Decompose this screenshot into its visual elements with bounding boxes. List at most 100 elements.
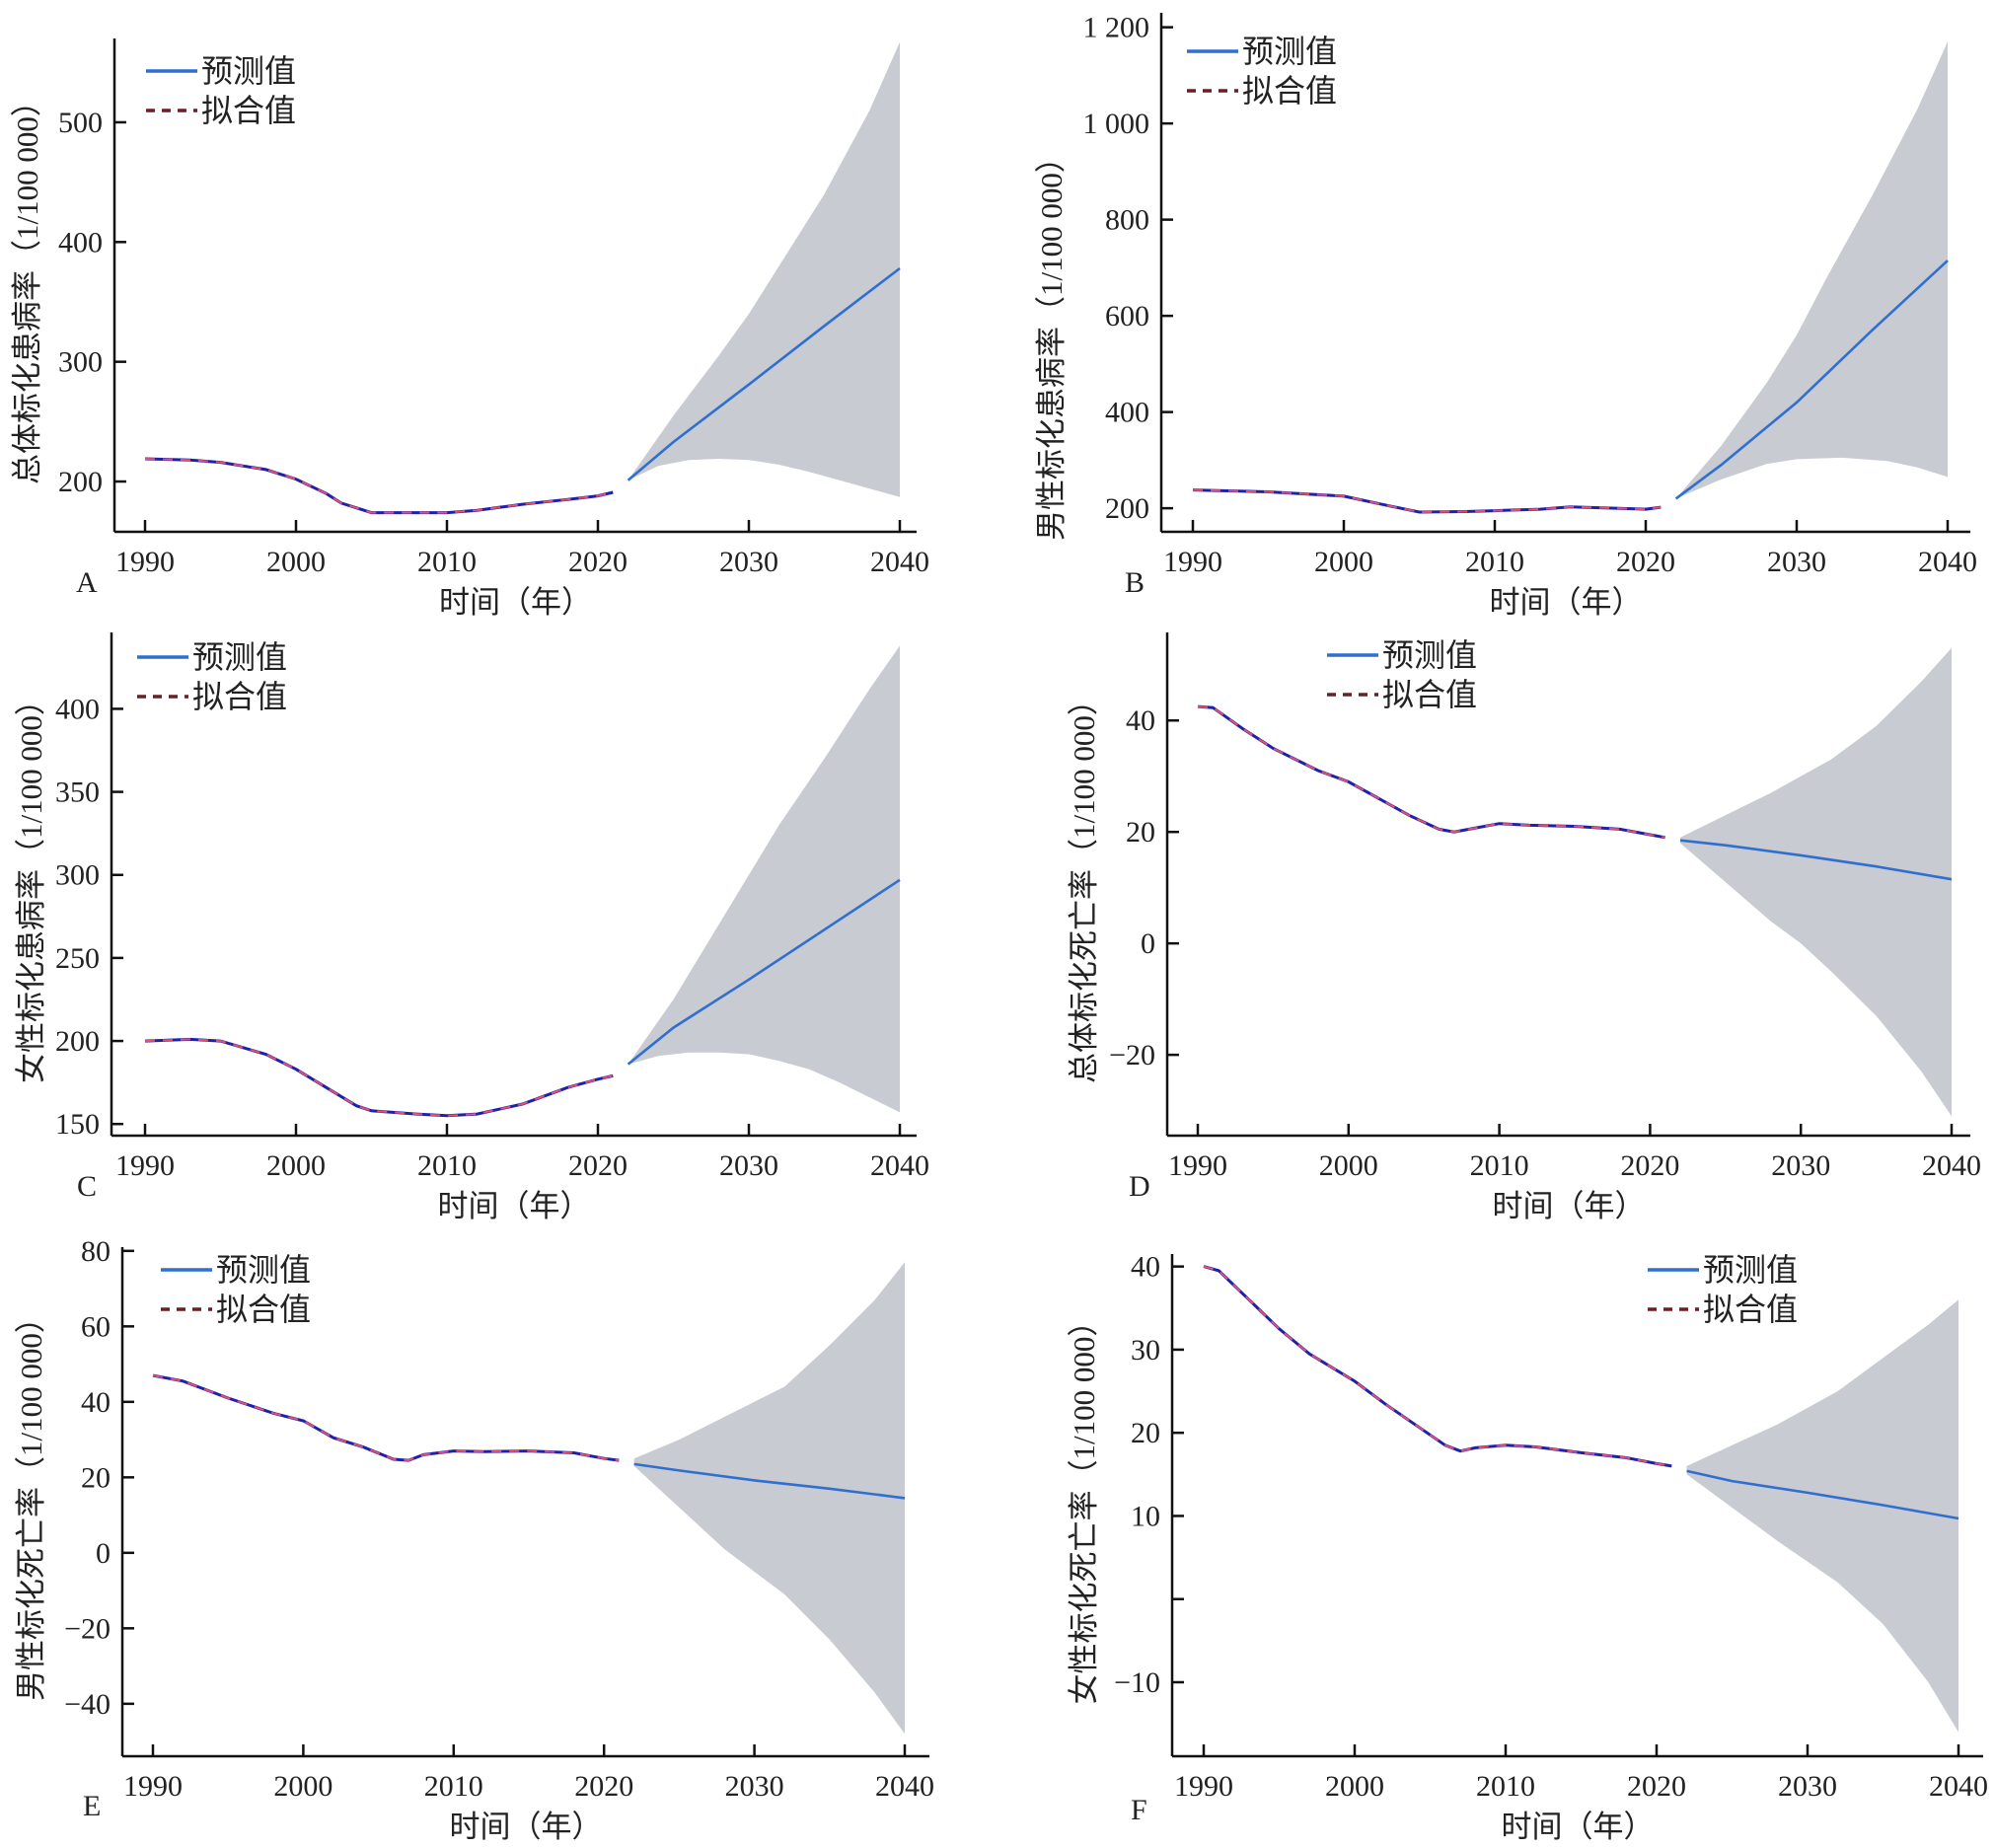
x-tick-label: 2000 (266, 1149, 326, 1182)
fitted-line (152, 1374, 620, 1462)
panel-c: 1990 2000 2010 2020 2030 2040 150 200 250 300 350 4… (14, 632, 929, 1223)
fitted-line-base (144, 1037, 614, 1118)
x-tick-label: 2040 (1918, 546, 1977, 578)
legend-predicted-label: 预测值 (216, 1252, 311, 1288)
x-tick-label: 2030 (1767, 546, 1826, 578)
fitted-line-base (1192, 488, 1662, 514)
y-tick-label: 400 (58, 226, 103, 259)
fitted-line (1203, 1265, 1672, 1467)
y-tick-label: 20 (1126, 816, 1155, 849)
y-axis-label: 女性标化患病率（1/100 000） (14, 685, 48, 1083)
y-tick-label: 40 (1131, 1251, 1160, 1284)
legend-predicted-label: 预测值 (192, 639, 287, 675)
confidence-band (633, 1262, 905, 1735)
y-tick-label: 80 (81, 1235, 111, 1268)
x-tick-label: 2000 (1319, 1149, 1378, 1182)
y-tick-label: 400 (55, 693, 100, 725)
predicted-line (633, 1462, 906, 1500)
x-tick-label: 2040 (1922, 1149, 1981, 1182)
legend-predicted-label: 预测值 (1382, 637, 1477, 673)
fitted-line (1197, 705, 1665, 839)
y-tick-label: −20 (64, 1612, 111, 1645)
legend-fitted-label: 拟合值 (1382, 677, 1477, 712)
panel-b: 1990 2000 2010 2020 2030 2040 200 400 600 800 1 00… (1034, 12, 1977, 620)
y-tick-label: 200 (58, 466, 103, 498)
panel-f: 1990 2000 2010 2020 2030 204040302010−10时间（年）… (1067, 1251, 1988, 1844)
x-tick-label: 2040 (870, 546, 929, 578)
y-tick-label: 300 (55, 859, 100, 892)
y-axis-label: 男性标化死亡率（1/100 000） (14, 1302, 48, 1701)
x-axis-label: 时间（年） (438, 1189, 591, 1223)
y-tick-label: 60 (81, 1310, 111, 1343)
x-tick-label: 1990 (115, 546, 175, 578)
x-tick-label: 1990 (1174, 1770, 1233, 1803)
y-tick-label: 1 200 (1083, 12, 1150, 44)
panel-letter: C (77, 1170, 97, 1203)
y-tick-label: 0 (1141, 927, 1155, 960)
confidence-band (1675, 41, 1948, 499)
x-tick-label: 2040 (1929, 1770, 1988, 1803)
x-axis-label: 时间（年） (439, 585, 592, 620)
x-tick-label: 2040 (875, 1770, 934, 1803)
x-tick-label: 2020 (1627, 1770, 1686, 1803)
x-axis-label: 时间（年） (1490, 585, 1643, 620)
y-tick-label: 40 (81, 1386, 111, 1419)
x-tick-label: 2010 (417, 1149, 477, 1182)
x-tick-label: 2010 (417, 546, 477, 578)
x-tick-label: 2010 (1465, 546, 1524, 578)
fitted-line-base (1203, 1265, 1672, 1468)
x-tick-label: 2030 (725, 1770, 784, 1803)
x-axis-label: 时间（年） (1493, 1189, 1646, 1223)
legend-fitted-label: 拟合值 (192, 679, 287, 714)
y-tick-label: 10 (1131, 1500, 1160, 1532)
panel-letter: B (1125, 566, 1145, 599)
y-tick-label: 250 (55, 942, 100, 975)
x-tick-label: 2040 (870, 1149, 929, 1182)
legend-fitted-label: 拟合值 (1703, 1292, 1798, 1327)
legend-fitted-label: 拟合值 (201, 93, 296, 128)
y-tick-label: 20 (81, 1461, 111, 1494)
y-tick-label: 350 (55, 776, 100, 809)
x-tick-label: 2030 (1771, 1149, 1830, 1182)
panel-letter: A (76, 566, 98, 599)
x-tick-label: 2000 (273, 1770, 332, 1803)
y-tick-label: 30 (1131, 1334, 1160, 1367)
x-tick-label: 1990 (115, 1149, 175, 1182)
y-tick-label: 300 (58, 346, 103, 379)
x-tick-label: 1990 (1168, 1149, 1227, 1182)
predicted-line (1674, 259, 1949, 500)
legend-predicted-label: 预测值 (1703, 1252, 1798, 1288)
confidence-band (1686, 1299, 1958, 1733)
fitted-line-base (1197, 704, 1665, 840)
x-tick-label: 2020 (574, 1770, 633, 1803)
legend-predicted-label: 预测值 (201, 53, 296, 89)
x-tick-label: 2030 (719, 1149, 778, 1182)
x-tick-label: 2030 (1778, 1770, 1837, 1803)
x-tick-label: 2030 (719, 546, 778, 578)
x-axis-label: 时间（年） (450, 1810, 603, 1844)
y-tick-label: 200 (55, 1025, 100, 1058)
legend-predicted-label: 预测值 (1242, 34, 1337, 69)
x-tick-label: 2020 (568, 1149, 628, 1182)
predicted-line (627, 266, 901, 481)
legend-fitted-label: 拟合值 (216, 1292, 311, 1327)
panel-e: 1990 2000 2010 2020 2030 2040−40−20020406080时… (14, 1235, 934, 1844)
fitted-line-base (152, 1373, 620, 1462)
x-tick-label: 2000 (1314, 546, 1373, 578)
y-tick-label: −20 (1109, 1039, 1155, 1072)
x-tick-label: 2000 (1325, 1770, 1384, 1803)
legend-fitted-label: 拟合值 (1242, 73, 1337, 109)
x-tick-label: 2010 (424, 1770, 483, 1803)
y-tick-label: 1 000 (1083, 108, 1150, 140)
x-axis-label: 时间（年） (1502, 1810, 1655, 1844)
fitted-line (144, 458, 614, 514)
x-tick-label: 1990 (1163, 546, 1222, 578)
y-axis-label: 男性标化患病率（1/100 000） (1034, 142, 1069, 541)
